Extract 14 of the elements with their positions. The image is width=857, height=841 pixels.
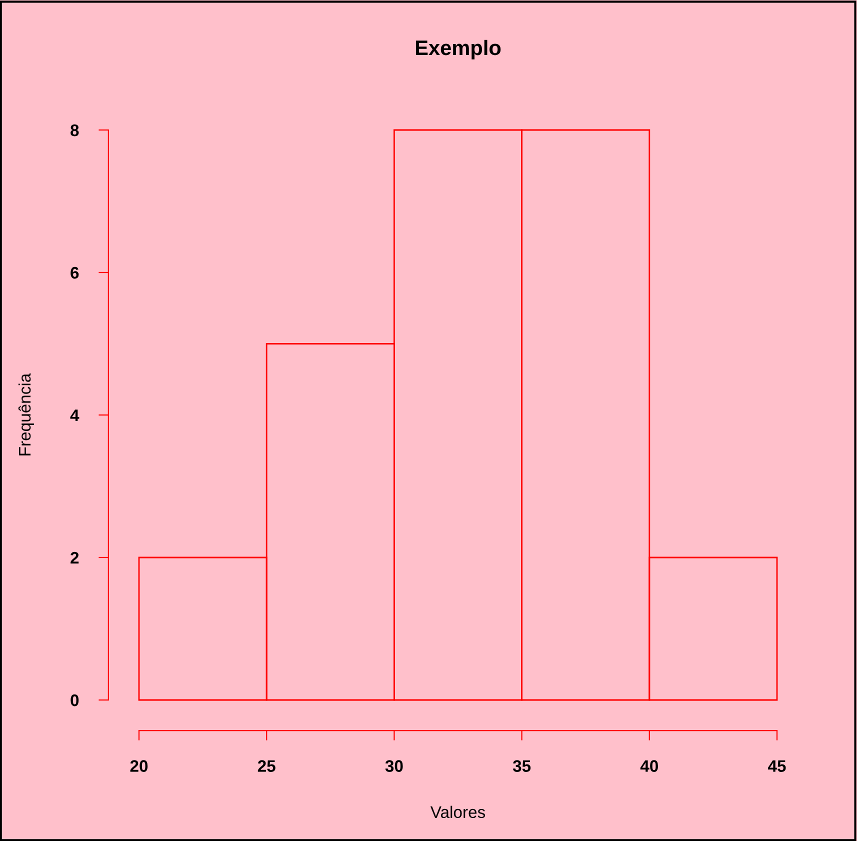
x-tick-label: 35 — [512, 760, 531, 772]
x-tick-label: 25 — [258, 760, 276, 772]
x-tick-label: 40 — [640, 760, 658, 772]
chart-title: Exemplo — [416, 40, 501, 60]
x-tick-label: 45 — [768, 760, 786, 772]
x-tick-label: 30 — [385, 760, 403, 772]
x-axis-title: Valores — [430, 806, 486, 818]
y-axis-title: Frequência — [18, 373, 34, 456]
y-tick-label: 4 — [70, 410, 80, 422]
y-tick-label: 6 — [70, 266, 79, 279]
y-tick-label: 0 — [70, 694, 79, 706]
y-tick-label: 2 — [70, 552, 79, 564]
y-tick-label: 8 — [70, 124, 79, 136]
x-tick-label: 20 — [130, 760, 148, 772]
